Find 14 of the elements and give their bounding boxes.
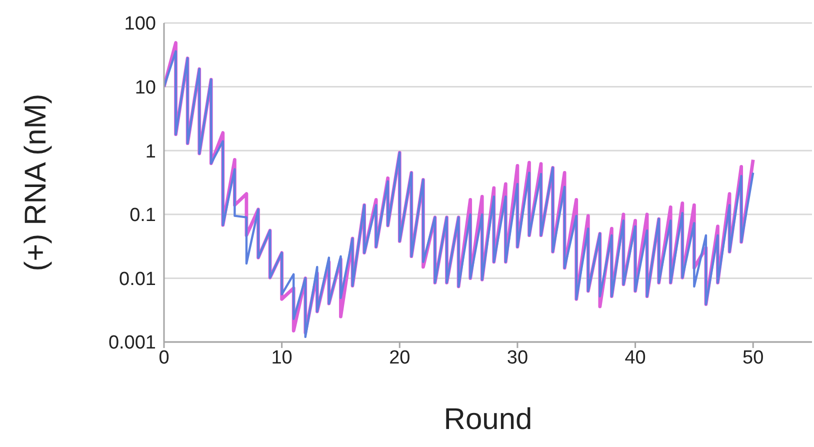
x-tick-label: 10 xyxy=(271,347,292,368)
x-tick-label: 20 xyxy=(389,347,410,368)
y-tick-label: 1 xyxy=(145,141,156,162)
y-tick-label: 0.001 xyxy=(108,332,156,354)
x-tick-label: 30 xyxy=(506,347,528,368)
y-tick-label: 0.01 xyxy=(119,268,156,290)
y-tick-label: 0.1 xyxy=(130,205,156,226)
y-tick-label: 100 xyxy=(124,14,156,35)
x-tick-label: 0 xyxy=(158,347,170,368)
y-axis-title: (+) RNA (nM) xyxy=(20,94,53,272)
x-axis-title: Round xyxy=(444,403,532,436)
x-tick-label: 50 xyxy=(742,347,764,368)
y-tick-label: 10 xyxy=(134,78,156,99)
x-tick-label: 40 xyxy=(624,347,646,368)
